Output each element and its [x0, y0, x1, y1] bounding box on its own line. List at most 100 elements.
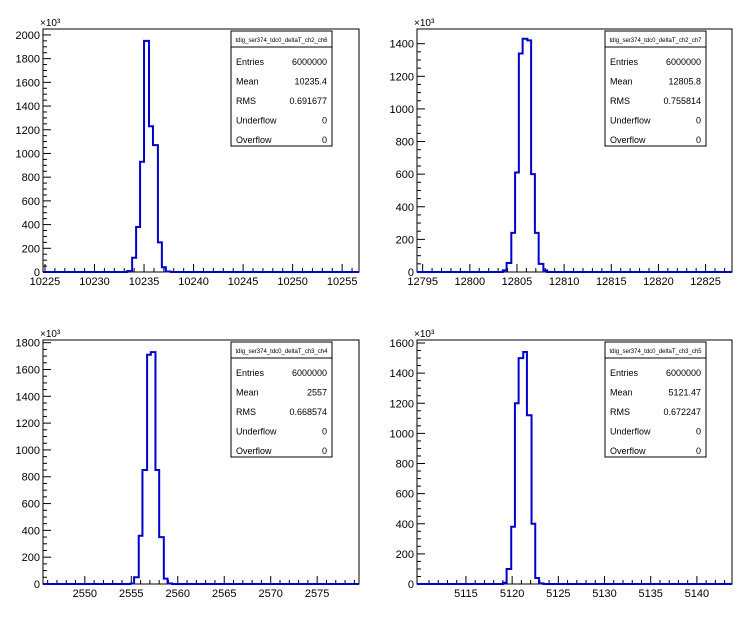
y-tick-label: 1400 [16, 101, 40, 113]
stats-label: RMS [236, 407, 256, 417]
y-tick-label: 1400 [16, 391, 40, 403]
x-tick-label: 10230 [79, 276, 110, 288]
stats-box [230, 30, 333, 147]
y-tick-label: 200 [396, 234, 414, 246]
y-axis-exponent: ×10³ [40, 18, 61, 29]
y-tick-label: 1000 [16, 445, 40, 457]
stats-label: Underflow [236, 427, 277, 437]
stats-box-title: tdig_ser374_tdc0_deltaT_ch2_ch6 [235, 38, 328, 44]
x-tick-label: 5115 [454, 588, 478, 600]
stats-label: Entries [610, 368, 639, 378]
y-tick-label: 1600 [390, 338, 414, 350]
stats-label: Mean [236, 77, 259, 87]
histogram-series-line [417, 37, 732, 273]
stats-box [604, 30, 707, 147]
y-tick-label: 400 [22, 525, 40, 537]
stats-value: 0 [696, 446, 701, 456]
stats-value: 5121.47 [668, 388, 701, 398]
y-tick-label: 1600 [16, 364, 40, 376]
x-tick-label: 5120 [500, 588, 524, 600]
stats-label: Entries [236, 57, 265, 67]
y-tick-label: 1400 [390, 368, 414, 380]
y-tick-label: 1400 [390, 39, 414, 51]
histogram-panel: 0 200 400 600 800 1000 1200 1400 12795 12800 12805… [390, 18, 733, 288]
stats-label: Overflow [236, 135, 272, 145]
x-tick-label: 10240 [178, 276, 209, 288]
stats-value: 10235.4 [294, 77, 327, 87]
y-tick-label: 1800 [16, 338, 40, 350]
y-axis-exponent: ×10³ [414, 329, 435, 340]
histogram-panel: 0 200 400 600 800 1000 1200 1400 1600 1800 2000 102… [16, 18, 360, 288]
y-tick-label: 0 [34, 579, 40, 591]
x-tick-label: 10245 [228, 276, 259, 288]
stats-label: Mean [610, 77, 633, 87]
x-tick-label: 5135 [638, 588, 662, 600]
y-tick-label: 1200 [390, 398, 414, 410]
histogram-series-line [43, 39, 359, 273]
stats-label: Underflow [610, 427, 651, 437]
stats-label: RMS [236, 96, 256, 106]
histogram-panel: 0 200 400 600 800 1000 1200 1400 1600 1800 2550 255… [16, 329, 360, 600]
histogram-series-line [43, 351, 359, 585]
y-tick-label: 0 [408, 579, 414, 591]
y-tick-label: 800 [22, 472, 40, 484]
y-tick-label: 1200 [16, 125, 40, 137]
y-axis-exponent: ×10³ [414, 18, 435, 29]
x-tick-label: 10250 [277, 276, 308, 288]
stats-value: 0 [696, 116, 701, 126]
x-tick-label: 10235 [129, 276, 160, 288]
stats-value: 6000000 [292, 57, 327, 67]
y-tick-label: 400 [396, 202, 414, 214]
stats-label: Entries [610, 57, 639, 67]
stats-label: Mean [610, 388, 633, 398]
stats-value: 0.668574 [289, 407, 327, 417]
x-tick-label: 2565 [212, 588, 236, 600]
y-tick-label: 600 [396, 489, 414, 501]
histogram-bin [523, 39, 528, 272]
stats-label: RMS [610, 96, 630, 106]
stats-value: 0 [322, 135, 327, 145]
x-tick-label: 2570 [258, 588, 282, 600]
y-tick-label: 0 [34, 267, 40, 279]
histogram-panel: 0 200 400 600 800 1000 1200 1400 1600 5115 5120 512… [390, 329, 733, 600]
y-tick-label: 1000 [390, 428, 414, 440]
stats-label: Underflow [610, 116, 651, 126]
y-tick-label: 0 [408, 267, 414, 279]
x-tick-label: 12800 [455, 276, 486, 288]
y-tick-label: 1000 [16, 148, 40, 160]
y-axis-exponent: ×10³ [40, 329, 61, 340]
y-tick-label: 800 [22, 172, 40, 184]
y-tick-label: 1800 [16, 54, 40, 66]
stats-value: 0 [696, 427, 701, 437]
stats-label: Underflow [236, 116, 277, 126]
x-tick-label: 2555 [119, 588, 143, 600]
stats-value: 0 [322, 446, 327, 456]
stats-label: Entries [236, 368, 265, 378]
x-tick-label: 12825 [690, 276, 721, 288]
y-tick-label: 400 [396, 519, 414, 531]
y-tick-label: 600 [22, 196, 40, 208]
x-tick-label: 12805 [502, 276, 533, 288]
x-tick-label: 10225 [30, 276, 61, 288]
y-tick-label: 1200 [390, 71, 414, 83]
stats-value: 0.691677 [289, 96, 327, 106]
stats-label: RMS [610, 407, 630, 417]
x-tick-label: 12815 [596, 276, 627, 288]
stats-box [230, 341, 333, 458]
x-tick-label: 2560 [166, 588, 190, 600]
stats-value: 12805.8 [668, 77, 701, 87]
y-tick-label: 600 [22, 499, 40, 511]
histogram-bin [149, 126, 153, 272]
y-tick-label: 800 [396, 459, 414, 471]
stats-value: 0.755814 [663, 96, 701, 106]
x-tick-label: 12795 [407, 276, 438, 288]
stats-box-title: tdig_ser374_tdc0_deltaT_ch3_ch4 [235, 349, 328, 355]
y-tick-label: 400 [22, 220, 40, 232]
stats-value: 0 [322, 116, 327, 126]
x-tick-label: 10255 [327, 276, 358, 288]
histogram-series-line [417, 351, 732, 585]
stats-box-title: tdig_ser374_tdc0_deltaT_ch2_ch7 [609, 38, 702, 44]
x-tick-label: 12820 [643, 276, 674, 288]
y-tick-label: 800 [396, 137, 414, 149]
